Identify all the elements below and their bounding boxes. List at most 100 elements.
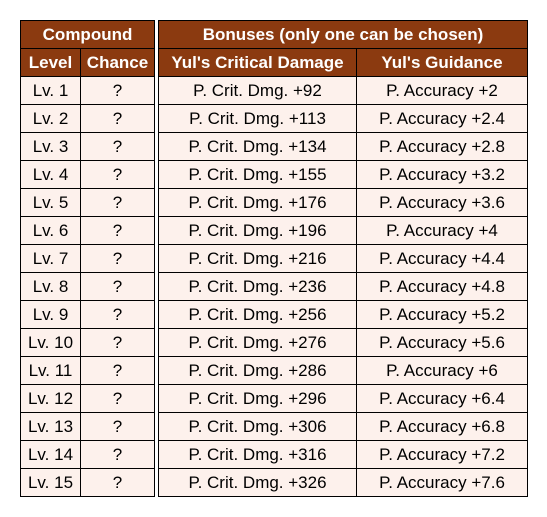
guidance-cell: P. Accuracy +4 [356, 216, 528, 245]
critical-damage-cell: P. Crit. Dmg. +216 [158, 244, 357, 273]
level-cell: Lv. 5 [20, 188, 81, 217]
guidance-cell: P. Accuracy +5.2 [356, 300, 528, 329]
guidance-cell: P. Accuracy +4.4 [356, 244, 528, 273]
compound-table-row: Lv. 11? [20, 356, 156, 385]
bonus-table-row: P. Crit. Dmg. +216 P. Accuracy +4.4 [158, 244, 528, 273]
chance-column-header: Chance [79, 48, 156, 77]
critical-damage-cell: P. Crit. Dmg. +155 [158, 160, 357, 189]
bonus-table-row: P. Crit. Dmg. +176 P. Accuracy +3.6 [158, 188, 528, 217]
critical-damage-cell: P. Crit. Dmg. +306 [158, 412, 357, 441]
bonus-table-row: P. Crit. Dmg. +276 P. Accuracy +5.6 [158, 328, 528, 357]
level-cell: Lv. 4 [20, 160, 81, 189]
level-cell: Lv. 10 [20, 328, 81, 357]
compound-table-row: Lv. 14? [20, 440, 156, 469]
bonuses-group-header: Bonuses (only one can be chosen) [158, 20, 528, 49]
compound-table-row: Lv. 6? [20, 216, 156, 245]
chance-cell: ? [79, 356, 156, 385]
critical-damage-cell: P. Crit. Dmg. +296 [158, 384, 357, 413]
compound-group-header: Compound [19, 20, 156, 49]
bonus-table-row: P. Crit. Dmg. +134 P. Accuracy +2.8 [158, 132, 528, 161]
compound-table-row: Lv. 2? [20, 104, 156, 133]
critical-damage-cell: P. Crit. Dmg. +113 [158, 104, 357, 133]
bonus-table: Bonuses (only one can be chosen) Yul's C… [158, 20, 528, 497]
guidance-cell: P. Accuracy +6.4 [356, 384, 528, 413]
chance-cell: ? [79, 132, 156, 161]
guidance-cell: P. Accuracy +3.6 [356, 188, 528, 217]
critical-damage-cell: P. Crit. Dmg. +236 [158, 272, 357, 301]
compound-table-row: Lv. 10? [20, 328, 156, 357]
bonus-table-row: P. Crit. Dmg. +113 P. Accuracy +2.4 [158, 104, 528, 133]
level-cell: Lv. 7 [20, 244, 81, 273]
critical-damage-cell: P. Crit. Dmg. +92 [158, 76, 357, 105]
critical-damage-cell: P. Crit. Dmg. +176 [158, 188, 357, 217]
chance-cell: ? [79, 328, 156, 357]
chance-cell: ? [79, 272, 156, 301]
chance-cell: ? [79, 188, 156, 217]
level-cell: Lv. 12 [20, 384, 81, 413]
bonus-table-row: P. Crit. Dmg. +256 P. Accuracy +5.2 [158, 300, 528, 329]
compound-table-row: Lv. 7? [20, 244, 156, 273]
bonus-table-row: P. Crit. Dmg. +296 P. Accuracy +6.4 [158, 384, 528, 413]
guidance-cell: P. Accuracy +7.2 [356, 440, 528, 469]
chance-cell: ? [79, 440, 156, 469]
chance-cell: ? [79, 384, 156, 413]
level-cell: Lv. 14 [20, 440, 81, 469]
level-cell: Lv. 8 [20, 272, 81, 301]
compound-table-row: Lv. 4? [20, 160, 156, 189]
critical-damage-cell: P. Crit. Dmg. +316 [158, 440, 357, 469]
chance-cell: ? [79, 160, 156, 189]
level-column-header: Level [20, 48, 81, 77]
guidance-cell: P. Accuracy +7.6 [356, 468, 528, 497]
guidance-cell: P. Accuracy +6 [356, 356, 528, 385]
compound-table-row: Lv. 13? [20, 412, 156, 441]
level-cell: Lv. 3 [20, 132, 81, 161]
bonus-table-row: P. Crit. Dmg. +155 P. Accuracy +3.2 [158, 160, 528, 189]
bonus-table-body: P. Crit. Dmg. +92 P. Accuracy +2 P. Crit. … [158, 76, 528, 497]
level-cell: Lv. 13 [20, 412, 81, 441]
bonus-table-row: P. Crit. Dmg. +316 P. Accuracy +7.2 [158, 440, 528, 469]
guidance-cell: P. Accuracy +6.8 [356, 412, 528, 441]
level-cell: Lv. 11 [20, 356, 81, 385]
compound-table-row: Lv. 12? [20, 384, 156, 413]
compound-table-row: Lv. 5? [20, 188, 156, 217]
compound-table-row: Lv. 8? [20, 272, 156, 301]
bonus-table-row: P. Crit. Dmg. +326 P. Accuracy +7.6 [158, 468, 528, 497]
level-cell: Lv. 1 [20, 76, 81, 105]
guidance-column-header: Yul's Guidance [356, 48, 528, 77]
chance-cell: ? [79, 468, 156, 497]
bonus-table-row: P. Crit. Dmg. +196 P. Accuracy +4 [158, 216, 528, 245]
level-cell: Lv. 9 [20, 300, 81, 329]
critical-damage-column-header: Yul's Critical Damage [158, 48, 357, 77]
guidance-cell: P. Accuracy +2 [356, 76, 528, 105]
chance-cell: ? [79, 216, 156, 245]
bonus-table-row: P. Crit. Dmg. +286 P. Accuracy +6 [158, 356, 528, 385]
bonus-table-row: P. Crit. Dmg. +306 P. Accuracy +6.8 [158, 412, 528, 441]
level-cell: Lv. 6 [20, 216, 81, 245]
guidance-cell: P. Accuracy +3.2 [356, 160, 528, 189]
level-cell: Lv. 2 [20, 104, 81, 133]
guidance-cell: P. Accuracy +4.8 [356, 272, 528, 301]
critical-damage-cell: P. Crit. Dmg. +326 [158, 468, 357, 497]
compound-table-body: Lv. 1? Lv. 2? Lv. 3? Lv. 4? Lv. 5? Lv. 6? Lv. … [20, 76, 156, 497]
chance-cell: ? [79, 412, 156, 441]
critical-damage-cell: P. Crit. Dmg. +276 [158, 328, 357, 357]
critical-damage-cell: P. Crit. Dmg. +134 [158, 132, 357, 161]
compound-table-row: Lv. 1? [20, 76, 156, 105]
level-cell: Lv. 15 [20, 468, 81, 497]
critical-damage-cell: P. Crit. Dmg. +286 [158, 356, 357, 385]
compound-table-row: Lv. 9? [20, 300, 156, 329]
guidance-cell: P. Accuracy +2.8 [356, 132, 528, 161]
bonus-table-row: P. Crit. Dmg. +92 P. Accuracy +2 [158, 76, 528, 105]
critical-damage-cell: P. Crit. Dmg. +256 [158, 300, 357, 329]
compound-table-row: Lv. 3? [20, 132, 156, 161]
chance-cell: ? [79, 76, 156, 105]
critical-damage-cell: P. Crit. Dmg. +196 [158, 216, 357, 245]
chance-cell: ? [79, 244, 156, 273]
compound-table: Compound Level Chance Lv. 1? Lv. 2? Lv. 3?… [19, 20, 156, 497]
guidance-cell: P. Accuracy +5.6 [356, 328, 528, 357]
guidance-cell: P. Accuracy +2.4 [356, 104, 528, 133]
bonus-table-row: P. Crit. Dmg. +236 P. Accuracy +4.8 [158, 272, 528, 301]
chance-cell: ? [79, 104, 156, 133]
chance-cell: ? [79, 300, 156, 329]
compound-table-row: Lv. 15? [20, 468, 156, 497]
